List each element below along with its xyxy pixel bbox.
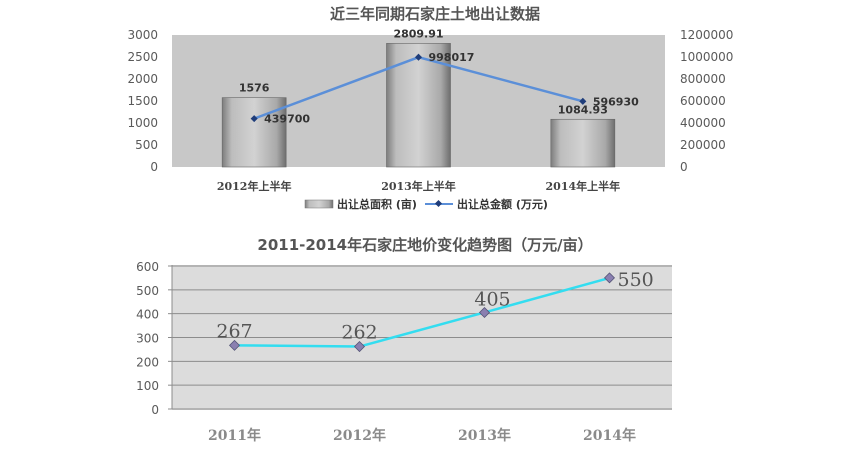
legend-line-marker [434, 199, 443, 208]
chart-2-tick-label: 0 [151, 403, 159, 417]
chart-1-line-point [579, 97, 587, 105]
chart-1-bar-value-label: 1576 [239, 82, 270, 95]
chart-2-tick-label: 600 [136, 260, 159, 274]
chart-1-category-label: 2013年上半年 [381, 179, 456, 193]
chart-1-category-labels: 2012年上半年 2013年上半年 2014年上半年 [217, 179, 620, 193]
chart-1-line-point [414, 53, 423, 61]
chart-1-right-tick-label: 1200000 [680, 28, 733, 42]
chart-1-left-tick-label: 1000 [127, 116, 158, 130]
chart-2-line-value-label: 267 [216, 320, 252, 342]
chart-2-line-point [478, 306, 491, 318]
legend-bar-label: 出让总面积 (亩) [337, 197, 417, 211]
chart-1-bar-value-label: 1084.93 [558, 103, 608, 116]
chart-2-line-value-label: 262 [341, 322, 377, 344]
chart-1-left-tick-label: 2500 [127, 50, 158, 64]
chart-2-tick-label: 300 [136, 332, 159, 346]
chart-1-line-value-label: 439700 [264, 113, 310, 126]
chart-2-title: 2011-2014年石家庄地价变化趋势图（万元/亩） [257, 236, 592, 254]
chart-1-left-tick-label: 1500 [127, 94, 158, 108]
chart-2: 2011-2014年石家庄地价变化趋势图（万元/亩） 600 500 400 300 2… [136, 236, 672, 444]
chart-2-tick-label: 200 [136, 355, 159, 369]
chart-2-category-label: 2012年 [333, 427, 386, 444]
chart-2-line-point [603, 272, 616, 284]
chart-1-right-axis: 1200000 1000000 800000 600000 400000 200000 0 [680, 28, 733, 174]
chart-1-left-tick-label: 0 [150, 160, 158, 174]
chart-2-category-label: 2014年 [583, 427, 636, 444]
legend-bar-swatch [304, 199, 334, 209]
chart-2-tick-label: 100 [136, 379, 159, 393]
chart-1-bar [221, 97, 287, 168]
chart-1-legend: 出让总面积 (亩) 出让总金额 (万元) [304, 197, 548, 211]
chart-2-tick-label: 500 [136, 284, 159, 298]
chart-2-line-value-label: 550 [618, 269, 654, 291]
chart-2-category-label: 2011年 [208, 427, 261, 444]
chart-1-right-tick-label: 0 [680, 160, 688, 174]
chart-1-right-tick-label: 600000 [680, 94, 726, 108]
chart-2-line-series: 267 262 405 550 [216, 269, 654, 353]
legend-line-label: 出让总金额 (万元) [457, 197, 548, 211]
chart-1-line-value-label: 998017 [429, 51, 475, 64]
chart-1-right-tick-label: 800000 [680, 72, 726, 86]
chart-1-line-point [250, 115, 258, 123]
chart-1-left-tick-label: 3000 [127, 28, 158, 42]
chart-2-gridlines [172, 265, 672, 410]
chart-2-category-label: 2013年 [458, 427, 511, 444]
chart-1-title: 近三年同期石家庄土地出让数据 [330, 5, 540, 23]
chart-1-right-tick-label: 1000000 [680, 50, 733, 64]
chart-1-left-axis: 3000 2500 2000 1500 1000 500 0 [127, 28, 158, 174]
chart-2-tick-label: 400 [136, 308, 159, 322]
chart-1-line-value-label: 596930 [593, 95, 639, 108]
chart-2-line-value-label: 405 [474, 288, 510, 310]
chart-1: 近三年同期石家庄土地出让数据 300025002000150010005000 … [127, 5, 733, 211]
chart-1-right-tick-label: 400000 [680, 116, 726, 130]
chart-2-y-axis: 600 500 400 300 200 100 0 [136, 260, 173, 417]
chart-1-right-tick-label: 200000 [680, 138, 726, 152]
chart-1-category-label: 2012年上半年 [217, 179, 292, 193]
chart-1-bar [550, 118, 616, 168]
chart-2-line-point [228, 339, 241, 351]
chart-2-line-point [353, 341, 366, 353]
chart-1-category-label: 2014年上半年 [546, 179, 621, 193]
chart-2-line-path [234, 276, 610, 348]
chart-1-line-series: 439700 998017 596930 [250, 51, 639, 126]
chart-1-left-tick-label: 2000 [127, 72, 158, 86]
chart-2-category-labels: 2011年 2012年 2013年 2014年 [208, 427, 636, 444]
chart-1-bar-value-label: 2809.91 [393, 27, 443, 40]
chart-1-left-tick-label: 500 [135, 138, 158, 152]
